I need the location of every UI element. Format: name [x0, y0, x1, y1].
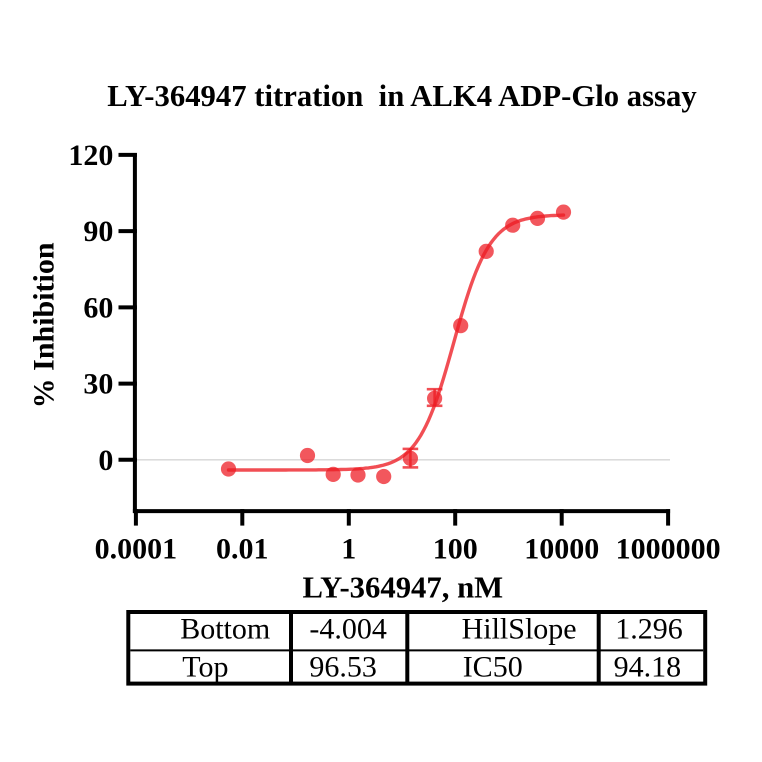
svg-text:94.18: 94.18: [614, 651, 682, 684]
svg-text:HillSlope: HillSlope: [462, 613, 577, 646]
svg-text:90: 90: [83, 215, 113, 248]
svg-text:LY-364947, nM: LY-364947, nM: [302, 570, 503, 604]
svg-text:1: 1: [341, 532, 356, 565]
svg-text:1.296: 1.296: [615, 613, 683, 646]
svg-text:0: 0: [98, 444, 113, 477]
svg-text:10000: 10000: [524, 532, 599, 565]
svg-text:LY-364947 titration in ALK4 A: LY-364947 titration in ALK4 ADP-Glo assa…: [107, 79, 697, 113]
svg-text:100: 100: [433, 532, 478, 565]
svg-text:1000000: 1000000: [616, 532, 721, 565]
svg-text:60: 60: [83, 291, 113, 324]
svg-text:Top: Top: [182, 651, 228, 684]
svg-text:0.01: 0.01: [216, 532, 269, 565]
svg-text:Bottom: Bottom: [180, 613, 270, 646]
svg-text:0.0001: 0.0001: [95, 532, 178, 565]
svg-text:120: 120: [68, 139, 113, 172]
svg-text:% Inhibition: % Inhibition: [27, 242, 60, 408]
svg-text:30: 30: [83, 368, 113, 401]
svg-text:-4.004: -4.004: [309, 613, 387, 646]
svg-text:96.53: 96.53: [309, 651, 377, 684]
svg-text:IC50: IC50: [463, 651, 523, 684]
